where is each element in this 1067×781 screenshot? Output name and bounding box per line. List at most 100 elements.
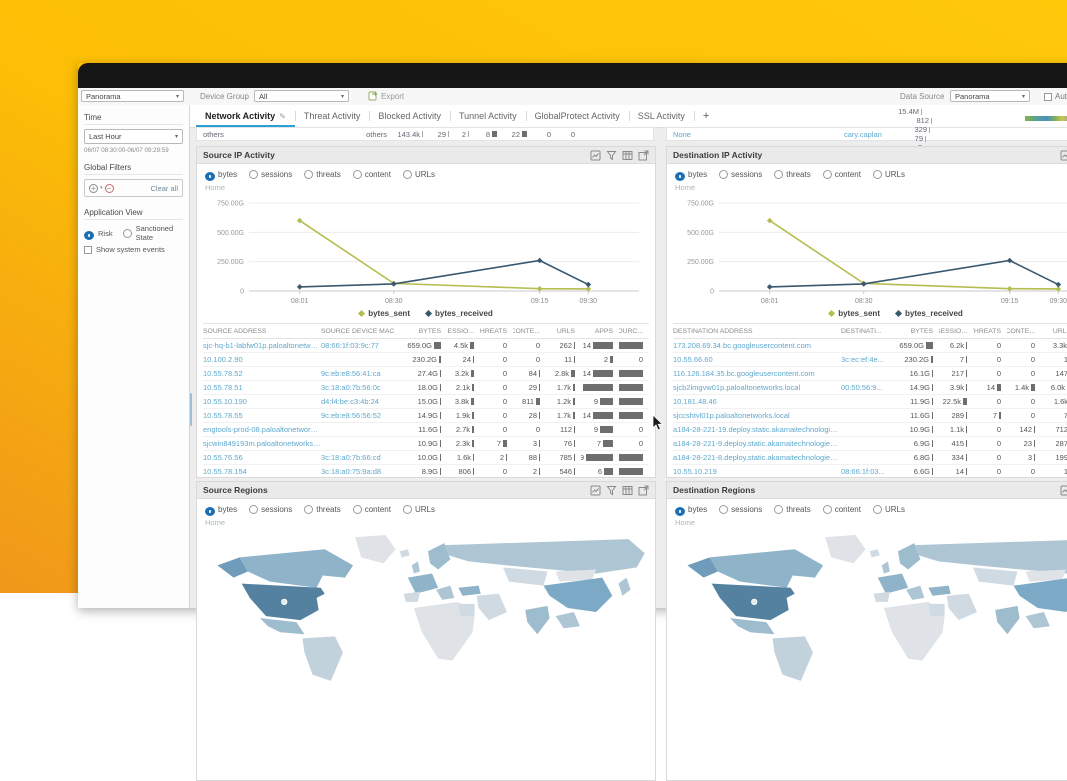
- chart-view-icon[interactable]: [590, 485, 601, 496]
- metric-radio-urls[interactable]: URLs: [403, 505, 435, 514]
- source-regions-world-map[interactable]: [203, 531, 649, 691]
- breadcrumb-home[interactable]: Home: [197, 517, 655, 528]
- table-link[interactable]: 00:50:56:9...: [841, 383, 883, 392]
- table-link[interactable]: 10.55.66.60: [673, 355, 713, 364]
- context-select[interactable]: Panorama ▾: [81, 90, 184, 102]
- metric-radio-bytes[interactable]: bytes: [205, 170, 237, 179]
- legend-item-bytes-sent[interactable]: bytes_sent: [359, 309, 410, 318]
- table-link[interactable]: a184-28-221-19.deploy.static.akamaitechn…: [673, 425, 841, 434]
- clear-all-link[interactable]: Clear all: [150, 184, 178, 193]
- metric-radio-urls[interactable]: URLs: [403, 170, 435, 179]
- metric-radio-threats[interactable]: threats: [774, 505, 810, 514]
- column-header[interactable]: THREATS: [480, 328, 513, 335]
- device-group-select[interactable]: All ▾: [254, 90, 349, 102]
- add-tab-button[interactable]: +: [694, 105, 718, 127]
- metric-radio-content[interactable]: content: [353, 170, 391, 179]
- metric-radio-sessions[interactable]: sessions: [249, 505, 292, 514]
- row-user-link[interactable]: cary.caplan: [844, 130, 892, 139]
- metric-radio-sessions[interactable]: sessions: [719, 170, 762, 179]
- table-row[interactable]: sjc-hq-b1-labfw01p.paloaltonetworks.l...…: [203, 339, 649, 353]
- breadcrumb-home[interactable]: Home: [667, 182, 1067, 193]
- row-label[interactable]: None: [667, 130, 844, 139]
- table-link[interactable]: a184-28-221-9.deploy.static.akamaitechno…: [673, 439, 841, 448]
- tab-tunnel-activity[interactable]: Tunnel Activity: [450, 105, 526, 127]
- open-panel-icon[interactable]: [638, 150, 649, 161]
- table-link[interactable]: 10.55.78.52: [203, 369, 243, 378]
- table-link[interactable]: a184-28-221-8.deploy.static.akamaitechno…: [673, 453, 841, 462]
- legend-item-bytes-received[interactable]: bytes_received: [426, 309, 493, 318]
- table-row[interactable]: a184-28-221-8.deploy.static.akamaitechno…: [673, 451, 1067, 465]
- tab-globalprotect-activity[interactable]: GlobalProtect Activity: [526, 105, 629, 127]
- table-link[interactable]: engtools-prod-08.paloaltonetworks.local: [203, 425, 321, 434]
- metric-radio-sessions[interactable]: sessions: [719, 505, 762, 514]
- metric-radio-bytes[interactable]: bytes: [675, 505, 707, 514]
- table-link[interactable]: sjccshtvl01p.paloaltonetworks.local: [673, 411, 790, 420]
- table-link[interactable]: 9c:eb:e8:56:41:ca: [321, 369, 381, 378]
- column-header[interactable]: BYTES: [401, 328, 447, 335]
- chevron-down-icon[interactable]: ▾: [100, 185, 103, 191]
- table-row[interactable]: sjcb2imgvw01p.paloaltonetworks.local 00:5…: [673, 381, 1067, 395]
- row-label[interactable]: others: [197, 130, 224, 139]
- table-link[interactable]: 10.55.76.56: [203, 453, 243, 462]
- table-link[interactable]: 10.55.78.154: [203, 467, 247, 476]
- risk-radio[interactable]: [84, 231, 94, 240]
- column-header[interactable]: APPS: [581, 328, 619, 335]
- metric-radio-content[interactable]: content: [823, 170, 861, 179]
- metric-radio-threats[interactable]: threats: [304, 170, 340, 179]
- column-header[interactable]: SESSIO...: [939, 328, 973, 335]
- table-link[interactable]: 10.100.2.90: [203, 355, 243, 364]
- filter-icon[interactable]: [606, 485, 617, 496]
- table-link[interactable]: sjcwin849193m.paloaltonetworks.local: [203, 439, 321, 448]
- table-link[interactable]: 10.55.10.190: [203, 397, 247, 406]
- tab-threat-activity[interactable]: Threat Activity: [295, 105, 370, 127]
- tab-blocked-activity[interactable]: Blocked Activity: [369, 105, 450, 127]
- table-row[interactable]: a184-28-221-19.deploy.static.akamaitechn…: [673, 423, 1067, 437]
- chart-view-icon[interactable]: [1060, 485, 1067, 496]
- legend-item-bytes-received[interactable]: bytes_received: [896, 309, 963, 318]
- metric-radio-sessions[interactable]: sessions: [249, 170, 292, 179]
- column-header[interactable]: THREATS: [973, 328, 1007, 335]
- metric-radio-threats[interactable]: threats: [774, 170, 810, 179]
- metric-radio-content[interactable]: content: [353, 505, 391, 514]
- chart-view-icon[interactable]: [590, 150, 601, 161]
- remove-filter-icon[interactable]: −: [105, 184, 114, 193]
- sanctioned-state-radio[interactable]: [123, 229, 132, 238]
- column-header[interactable]: SOURCE DEVICE MAC: [321, 328, 401, 335]
- column-header[interactable]: SOURC...: [619, 328, 649, 335]
- metric-radio-bytes[interactable]: bytes: [205, 505, 237, 514]
- metric-radio-urls[interactable]: URLs: [873, 170, 905, 179]
- table-link[interactable]: 10.55.10.219: [673, 467, 717, 476]
- show-system-events-checkbox[interactable]: [84, 246, 92, 254]
- legend-item-bytes-sent[interactable]: bytes_sent: [829, 309, 880, 318]
- table-link[interactable]: 08:66:1f:03:9c:77: [321, 341, 379, 350]
- column-header[interactable]: URLS: [1041, 328, 1067, 335]
- table-link[interactable]: 116.126.184.35.bc.googleusercontent.com: [673, 369, 815, 378]
- column-header[interactable]: BYTES: [893, 328, 939, 335]
- column-header[interactable]: CONTE...: [1007, 328, 1041, 335]
- tab-network-activity[interactable]: Network Activity✎: [196, 105, 295, 127]
- table-row[interactable]: engtools-prod-08.paloaltonetworks.local1…: [203, 423, 649, 437]
- table-view-icon[interactable]: [622, 485, 633, 496]
- table-link[interactable]: 173.208.69.34.bc.googleusercontent.com: [673, 341, 811, 350]
- table-link[interactable]: 9c:eb:e8:56:56:52: [321, 411, 381, 420]
- metric-radio-bytes[interactable]: bytes: [675, 170, 707, 179]
- table-link[interactable]: 08:66:1f:03...: [841, 467, 885, 476]
- table-link[interactable]: 3c:ec:ef:4e...: [841, 355, 884, 364]
- metric-radio-threats[interactable]: threats: [304, 505, 340, 514]
- table-link[interactable]: sjcb2imgvw01p.paloaltonetworks.local: [673, 383, 800, 392]
- column-header[interactable]: URLS: [546, 328, 581, 335]
- table-view-icon[interactable]: [622, 150, 633, 161]
- filter-icon[interactable]: [606, 150, 617, 161]
